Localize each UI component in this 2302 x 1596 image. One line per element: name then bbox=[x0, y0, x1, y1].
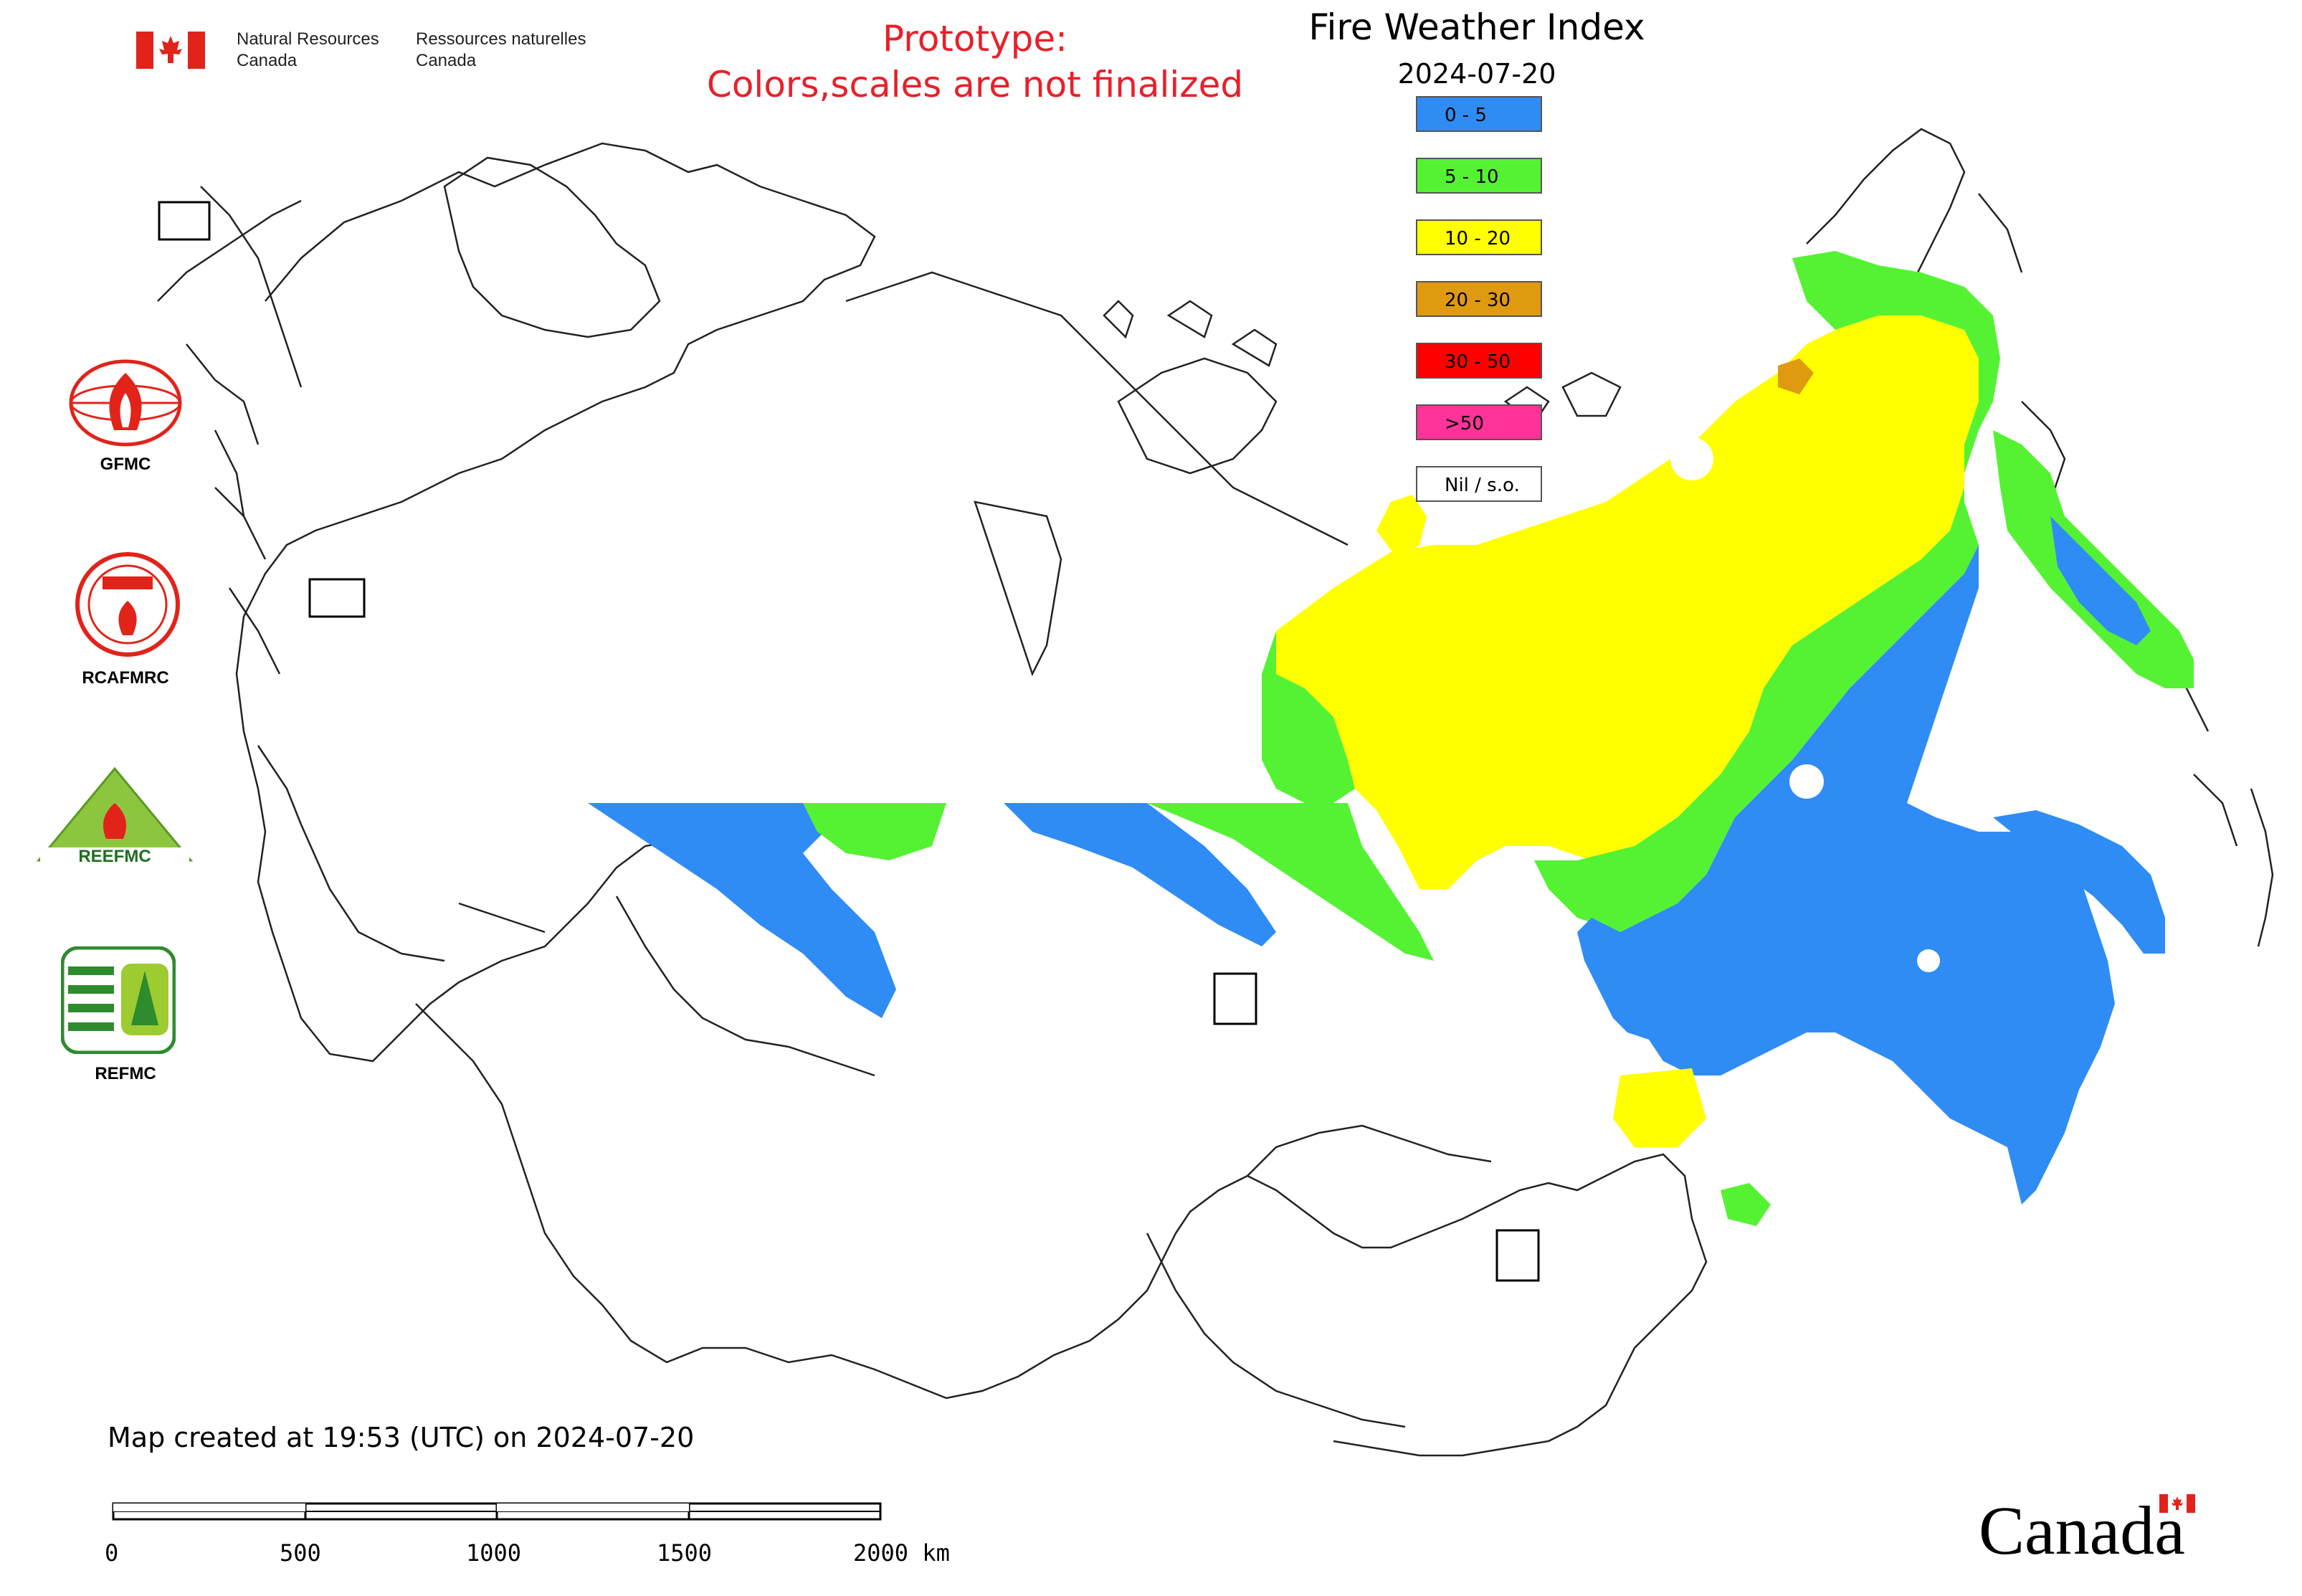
boundary-central-asia bbox=[415, 1003, 1708, 1457]
legend-label: 0 - 5 bbox=[1445, 105, 1487, 126]
fwi-spot-green-4 bbox=[1721, 1183, 1771, 1226]
boundary-yamal bbox=[974, 500, 1062, 677]
map-date: 2024-07-20 bbox=[1397, 58, 1556, 90]
station-markers bbox=[158, 201, 1540, 1282]
refmc-logo-icon bbox=[61, 946, 176, 1054]
scale-bar: 0 500 1000 1500 2000 km bbox=[100, 1502, 961, 1581]
fwi-spot-orange-1 bbox=[1778, 358, 1814, 394]
prototype-line1: Prototype: bbox=[882, 18, 1068, 60]
legend-item-nil: Nil / s.o. bbox=[1416, 466, 1542, 502]
fwi-gap-3 bbox=[1917, 949, 1940, 972]
dept-en-line2: Canada bbox=[237, 51, 298, 70]
boundary-interior-1 bbox=[300, 824, 875, 1077]
fwi-region-blue-streak bbox=[588, 803, 896, 1018]
dept-en-line1: Natural Resources bbox=[237, 29, 379, 49]
fwi-region-kamchatka-blue bbox=[2050, 516, 2151, 645]
dept-fr-line2: Canada bbox=[416, 51, 477, 70]
station-marker-reefmc bbox=[308, 578, 366, 618]
legend-label: >50 bbox=[1445, 413, 1484, 434]
fwi-region-blue-streak-2 bbox=[1004, 803, 1276, 946]
scale-label-500: 500 bbox=[280, 1539, 321, 1567]
dept-fr-line1: Ressources naturelles bbox=[416, 29, 586, 49]
boundary-kola bbox=[443, 156, 661, 338]
station-marker-gfmc bbox=[158, 201, 211, 241]
boundary-interior-2 bbox=[200, 186, 303, 825]
boundary-arctic-coast bbox=[845, 271, 1349, 546]
station-marker-rcafmrc bbox=[1495, 1229, 1540, 1282]
fwi-raster bbox=[588, 251, 2194, 1226]
station-marker-refmc bbox=[1213, 972, 1257, 1025]
refmc-logo-block: REFMC bbox=[39, 946, 211, 1090]
legend-label: Nil / s.o. bbox=[1445, 475, 1520, 496]
canada-flag-icon bbox=[136, 32, 205, 69]
gfmc-label: GFMC bbox=[100, 455, 151, 474]
refmc-label: REFMC bbox=[95, 1064, 156, 1083]
fwi-spot-yellow-3 bbox=[1613, 1068, 1706, 1147]
map-created-timestamp: Map created at 19:53 (UTC) on 2024-07-20 bbox=[108, 1422, 695, 1453]
legend-item-5-10: 5 - 10 bbox=[1416, 158, 1542, 194]
legend-item-0-5: 0 - 5 bbox=[1416, 96, 1542, 132]
rcafmrc-logo-icon bbox=[75, 552, 180, 657]
legend-item-10-20: 10 - 20 bbox=[1416, 219, 1542, 255]
fwi-region-blue-south bbox=[1993, 810, 2165, 954]
legend-label: 10 - 20 bbox=[1445, 228, 1511, 250]
reefmc-logo-icon: REEFMC bbox=[36, 767, 194, 866]
reefmc-logo-block: REEFMC bbox=[36, 767, 201, 875]
svg-text:REEFMC: REEFMC bbox=[78, 847, 151, 866]
department-name-english: Natural Resources Canada bbox=[237, 29, 401, 72]
canada-wordmark-text: Canada bbox=[1979, 1492, 2185, 1569]
fwi-region-yellow-siberia bbox=[1276, 315, 1979, 889]
fwi-region-blue-east bbox=[1577, 545, 2115, 1205]
prototype-line2: Colors,scales are not finalized bbox=[706, 64, 1244, 105]
rcafmrc-label: RCAFMRC bbox=[82, 668, 169, 688]
legend-item-over-50: >50 bbox=[1416, 404, 1542, 440]
fwi-region-green-north bbox=[1534, 251, 2000, 932]
scale-label-0: 0 bbox=[105, 1539, 119, 1567]
canada-wordmark: Canada bbox=[1979, 1491, 2215, 1570]
fwi-gap-2 bbox=[1789, 764, 1824, 799]
boundary-mongolia bbox=[1146, 1124, 1492, 1428]
map-title: Fire Weather Index bbox=[1308, 6, 1645, 48]
fwi-region-green-west bbox=[1262, 631, 1355, 803]
boundary-sakhalin bbox=[2250, 788, 2274, 947]
fwi-region-green-streak bbox=[803, 803, 946, 860]
fwi-region-yellow-north bbox=[1376, 495, 1427, 559]
boundary-chukotka bbox=[1806, 128, 2023, 295]
government-signature: Natural Resources Canada Ressources natu… bbox=[136, 29, 624, 79]
scale-bar-graphic bbox=[112, 1502, 882, 1521]
scale-label-2000: 2000 km bbox=[853, 1539, 950, 1567]
legend-item-30-50: 30 - 50 bbox=[1416, 343, 1542, 379]
canada-wordmark-flag-icon bbox=[2159, 1494, 2195, 1513]
scale-label-1000: 1000 bbox=[466, 1539, 522, 1567]
prototype-notice: Prototype: Colors,scales are not finaliz… bbox=[645, 16, 1305, 108]
boundary-europe bbox=[235, 142, 876, 1063]
boundary-taymyr bbox=[1117, 357, 1278, 475]
boundary-islands-1 bbox=[1103, 300, 1278, 367]
gfmc-logo-icon bbox=[69, 359, 182, 447]
legend-label: 5 - 10 bbox=[1445, 166, 1499, 188]
fwi-region-green-streak-2 bbox=[1147, 803, 1434, 961]
scale-label-1500: 1500 bbox=[657, 1539, 713, 1567]
legend-item-20-30: 20 - 30 bbox=[1416, 281, 1542, 317]
legend-label: 20 - 30 bbox=[1445, 290, 1511, 311]
rcafmrc-logo-block: RCAFMRC bbox=[39, 551, 211, 694]
department-name-french: Ressources naturelles Canada bbox=[416, 29, 609, 72]
fwi-gap-1 bbox=[1670, 437, 1713, 480]
legend-label: 30 - 50 bbox=[1445, 351, 1511, 373]
gfmc-logo-block: GFMC bbox=[39, 358, 211, 480]
